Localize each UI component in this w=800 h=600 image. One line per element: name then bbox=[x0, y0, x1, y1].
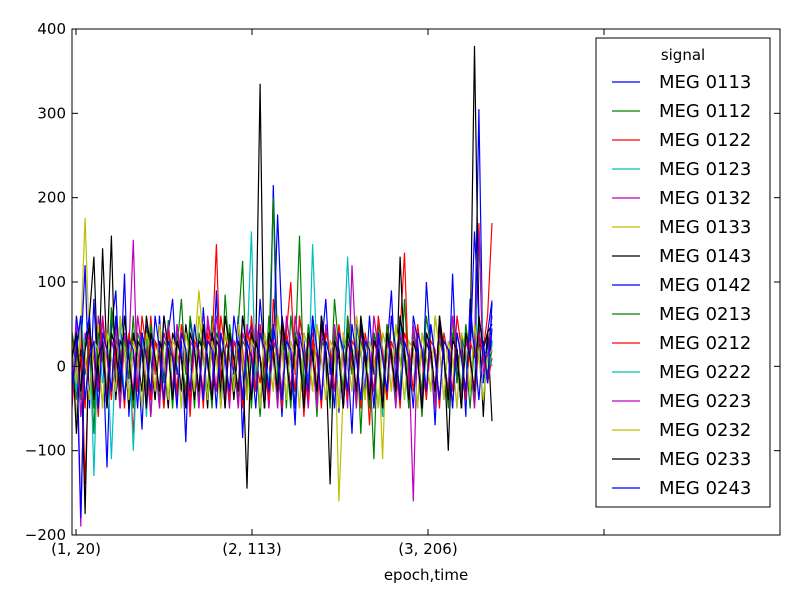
legend-label: MEG 0143 bbox=[659, 246, 751, 267]
y-tick-label: 400 bbox=[37, 20, 66, 38]
legend-label: MEG 0132 bbox=[659, 188, 751, 209]
series-line-meg-0232 bbox=[71, 315, 493, 409]
series-line-meg-0233 bbox=[71, 315, 493, 409]
y-tick-label: −200 bbox=[25, 526, 66, 544]
y-tick-label: 300 bbox=[37, 104, 66, 122]
legend-box bbox=[595, 37, 771, 508]
legend-label: MEG 0133 bbox=[659, 217, 751, 238]
y-tick-label: 100 bbox=[37, 273, 66, 291]
x-tick-label: (1, 20) bbox=[51, 540, 101, 558]
legend-label: MEG 0212 bbox=[659, 333, 751, 354]
x-axis-label: epoch,time bbox=[384, 566, 468, 584]
legend-title: signal bbox=[661, 46, 705, 64]
y-axis: −200 −100 0 100 200 300 400 bbox=[25, 20, 780, 544]
legend-label: MEG 0233 bbox=[659, 449, 751, 470]
legend-label: MEG 0113 bbox=[659, 72, 751, 93]
y-tick-label: 200 bbox=[37, 189, 66, 207]
legend-label: MEG 0222 bbox=[659, 362, 751, 383]
series-line-meg-0212 bbox=[71, 315, 493, 409]
legend-label: MEG 0142 bbox=[659, 275, 751, 296]
legend-label: MEG 0223 bbox=[659, 391, 751, 412]
y-tick-label: 0 bbox=[56, 357, 66, 375]
legend-entries: MEG 0113 MEG 0112 MEG 0122 MEG 0123 MEG 0132… bbox=[612, 72, 751, 499]
legend-label: MEG 0123 bbox=[659, 159, 751, 180]
x-axis: (1, 20) (2, 113) (3, 206) bbox=[51, 29, 605, 558]
legend-label: MEG 0213 bbox=[659, 304, 751, 325]
legend-label: MEG 0232 bbox=[659, 420, 751, 441]
legend-label: MEG 0243 bbox=[659, 478, 751, 499]
legend-label: MEG 0112 bbox=[659, 101, 751, 122]
y-tick-label: −100 bbox=[25, 442, 66, 460]
x-tick-label: (3, 206) bbox=[398, 540, 457, 558]
plot-lines bbox=[71, 45, 493, 527]
x-tick-label: (2, 113) bbox=[222, 540, 281, 558]
legend-label: MEG 0122 bbox=[659, 130, 751, 151]
series-line-meg-0243 bbox=[71, 303, 493, 409]
